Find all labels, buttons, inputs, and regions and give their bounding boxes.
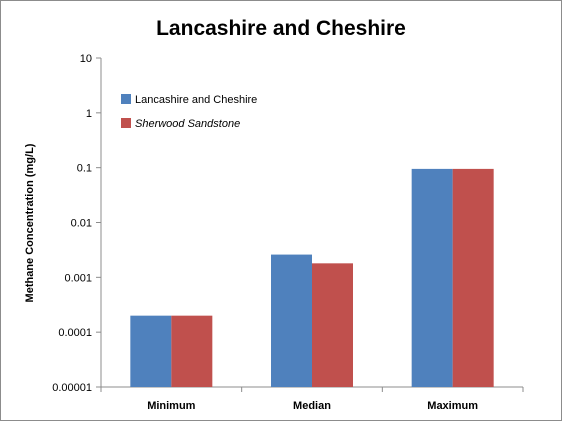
- x-category-label-median: Median: [293, 400, 331, 412]
- y-tick-label: 0.01: [71, 218, 92, 230]
- y-tick-label: 10: [80, 53, 92, 65]
- x-category-label-maximum: Maximum: [427, 400, 478, 412]
- legend-item-lancashire-and-cheshire: Lancashire and Cheshire: [121, 94, 257, 106]
- legend-item-sherwood-sandstone: Sherwood Sandstone: [121, 118, 240, 130]
- chart-title: Lancashire and Cheshire: [156, 17, 406, 40]
- y-tick-label: 0.1: [77, 163, 92, 175]
- y-tick-label: 0.001: [64, 272, 92, 284]
- y-tick-label: 1: [86, 108, 92, 120]
- plot-area: 10 1 0.1 0.01 0.001 0.0001 0.00001 Minimum Medi…: [52, 53, 524, 412]
- bars: [130, 168, 494, 387]
- bar-sherwood-sandstone-median: [312, 263, 353, 387]
- legend-label-sherwood-sandstone: Sherwood Sandstone: [135, 118, 240, 130]
- bar-sherwood-sandstone-minimum: [171, 315, 213, 387]
- y-tick-label: 0.0001: [58, 327, 92, 339]
- bar-lancashire-and-cheshire-maximum: [411, 168, 453, 387]
- bar-lancashire-and-cheshire-minimum: [130, 315, 172, 387]
- x-category-label-minimum: Minimum: [147, 400, 195, 412]
- legend: Lancashire and Cheshire Sherwood Sandsto…: [121, 94, 257, 130]
- x-axis-ticks: Minimum Median Maximum: [100, 387, 524, 412]
- legend-swatch-sherwood-sandstone: [121, 118, 131, 128]
- y-tick-label: 0.00001: [52, 382, 92, 394]
- legend-swatch-lancashire-and-cheshire: [121, 94, 131, 104]
- y-axis-label: Methane Concentration (mg/L): [24, 143, 36, 302]
- legend-label-lancashire-and-cheshire: Lancashire and Cheshire: [135, 94, 257, 106]
- bar-lancashire-and-cheshire-median: [271, 254, 312, 387]
- bar-sherwood-sandstone-maximum: [452, 168, 494, 387]
- y-axis-ticks: 10 1 0.1 0.01 0.001 0.0001 0.00001: [52, 53, 101, 394]
